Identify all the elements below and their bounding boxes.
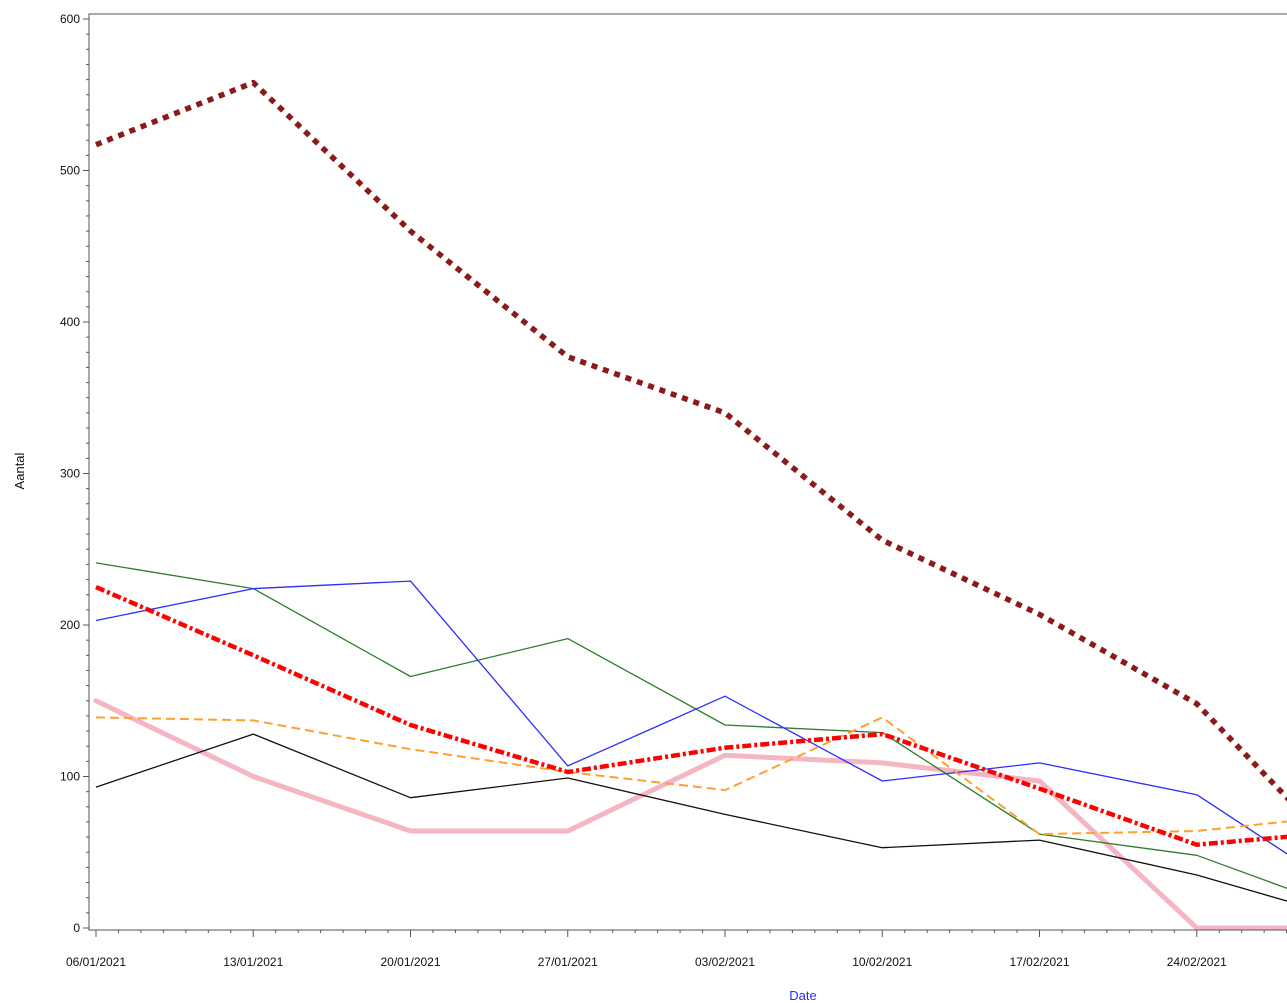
y-tick-label: 0 <box>73 921 80 935</box>
x-tick-label: 10/02/2021 <box>852 955 912 969</box>
series-line-1 <box>94 79 1287 802</box>
x-axis-ticks: 06/01/2021 13/01/2021 20/01/2021 27/01/2021… <box>66 930 1287 969</box>
x-tick-label: 27/01/2021 <box>538 955 598 969</box>
series-line-4 <box>95 585 1287 847</box>
x-tick-label: 13/01/2021 <box>223 955 283 969</box>
series-line-2 <box>95 562 1287 890</box>
y-tick-label: 400 <box>60 315 80 329</box>
y-tick-label: 600 <box>60 12 80 26</box>
x-tick-label: 20/01/2021 <box>380 955 440 969</box>
y-axis-title: Aantal <box>12 452 27 489</box>
series-line-7 <box>93 698 1287 931</box>
y-tick-label: 200 <box>60 618 80 632</box>
y-tick-label: 300 <box>60 467 80 481</box>
x-tick-label: 03/02/2021 <box>695 955 755 969</box>
x-tick-label: 06/01/2021 <box>66 955 126 969</box>
series-layer <box>93 79 1287 931</box>
y-tick-label: 100 <box>60 770 80 784</box>
x-tick-label: 24/02/2021 <box>1167 955 1227 969</box>
x-tick-label: 17/02/2021 <box>1009 955 1069 969</box>
series-line-5 <box>95 716 1287 836</box>
series-line-3 <box>95 580 1287 855</box>
plot-frame <box>88 13 1287 931</box>
series-line-6 <box>95 733 1287 902</box>
y-tick-label: 500 <box>60 164 80 178</box>
x-axis-title: Date <box>789 988 816 1003</box>
y-axis-ticks: 0 100 200 300 400 500 600 <box>60 12 89 935</box>
